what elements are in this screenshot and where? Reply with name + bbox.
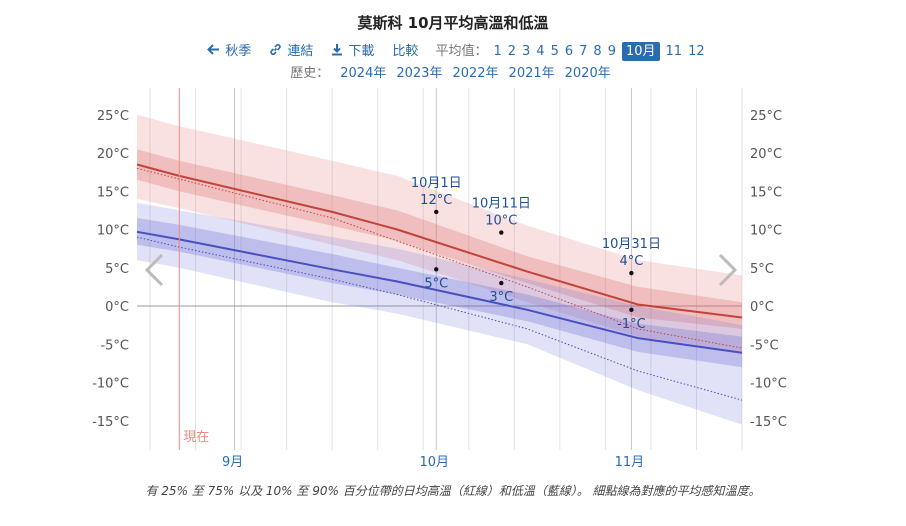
download-label: 下載 — [348, 44, 375, 59]
annotation-date: 10月1日 — [411, 176, 462, 191]
history-year-link[interactable]: 2023年 — [396, 66, 443, 81]
season-label: 秋季 — [225, 44, 252, 59]
annotation-point — [499, 230, 504, 235]
chart-axes: 25°C 25°C 20°C 20°C 15°C 15°C 10°C 10°C 5°C 5°C 0°… — [92, 109, 787, 470]
y-tick-label-left: 0°C — [105, 300, 129, 315]
history-year-link[interactable]: 2022年 — [452, 66, 499, 81]
y-tick-label-left: 20°C — [97, 147, 129, 162]
month-link-5[interactable]: 5 — [550, 44, 559, 59]
month-link-3[interactable]: 3 — [522, 44, 531, 59]
annotation-value: 3°C — [489, 290, 513, 305]
chart-lines: 現在 — [136, 88, 743, 450]
nav-row: 秋季 連結 下載 比較 平均值： 1 2 3 4 5 6 7 8 9 10月 11 12 — [0, 40, 906, 61]
y-tick-label-right: 20°C — [750, 147, 782, 162]
month-label: 11月 — [615, 455, 645, 470]
y-tick-label-left: 15°C — [97, 185, 129, 200]
annotation-value: 5°C — [424, 276, 448, 291]
y-tick-label-right: 10°C — [750, 224, 782, 239]
annotation-point — [499, 280, 504, 286]
y-tick-label-left: 10°C — [97, 224, 129, 239]
month-link-7[interactable]: 7 — [579, 44, 588, 59]
chevron-left-icon[interactable] — [144, 253, 164, 287]
prev-arrow-button[interactable] — [144, 253, 164, 287]
month-link-6[interactable]: 6 — [564, 44, 574, 59]
compare-link[interactable]: 比較 — [392, 44, 419, 59]
month-link-10[interactable]: 10月 — [621, 42, 660, 61]
band-25-75 — [137, 218, 742, 368]
chevron-right-icon[interactable] — [718, 253, 738, 287]
band-25-75 — [137, 149, 742, 329]
month-link-4[interactable]: 4 — [536, 44, 545, 59]
history-label: 歷史： — [290, 66, 330, 81]
chart-caption: 有 25% 至 75% 以及 10% 至 90% 百分位帶的日均高溫（紅線）和低… — [145, 484, 761, 498]
y-tick-label-right: 5°C — [750, 262, 774, 277]
download-button[interactable]: 下載 — [331, 40, 374, 59]
y-tick-label-right: -5°C — [750, 338, 779, 353]
month-link-12[interactable]: 12 — [688, 44, 705, 59]
y-tick-label-right: -15°C — [750, 415, 787, 430]
month-label: 10月 — [419, 455, 449, 470]
year-list: 2024年 2023年 2022年 2021年 2020年 — [335, 62, 615, 81]
annotation-point — [434, 209, 439, 215]
chart-bands — [137, 114, 742, 425]
history-year-link[interactable]: 2021年 — [508, 66, 555, 81]
annotation-value: -1°C — [617, 317, 646, 332]
feels-like-line — [136, 167, 743, 349]
annotation-value: 4°C — [619, 254, 643, 269]
month-link-11[interactable]: 11 — [665, 44, 683, 59]
next-arrow-button[interactable] — [718, 253, 738, 287]
arrow-left-icon — [207, 44, 220, 55]
month-link-2[interactable]: 2 — [507, 44, 517, 59]
annotation-value: 12°C — [420, 193, 452, 208]
y-tick-label-left: -10°C — [92, 377, 129, 392]
season-link[interactable]: 秋季 — [207, 40, 251, 59]
download-icon — [332, 44, 343, 56]
annotation-date: 10月31日 — [602, 237, 661, 252]
y-tick-label-left: 25°C — [97, 109, 129, 124]
chart-title: 莫斯科 10月平均高溫和低溫 — [357, 14, 549, 32]
band-10-90 — [137, 202, 742, 425]
history-row: 歷史： 2024年 2023年 2022年 2021年 2020年 — [0, 62, 906, 81]
month-link-9[interactable]: 9 — [607, 44, 616, 59]
annotation-date: 10月11日 — [472, 197, 531, 212]
y-tick-label-right: -10°C — [750, 377, 787, 392]
month-label: 9月 — [222, 455, 243, 470]
y-tick-label-left: 5°C — [105, 262, 129, 277]
y-tick-label-right: 25°C — [750, 109, 782, 124]
link-label: 連結 — [287, 44, 314, 59]
band-10-90 — [137, 114, 742, 352]
annotation-point — [629, 270, 634, 276]
link-icon — [270, 44, 282, 55]
y-tick-label-right: 15°C — [750, 185, 782, 200]
month-link-1[interactable]: 1 — [493, 44, 502, 59]
annotation-point — [434, 267, 439, 272]
y-tick-label-left: -5°C — [100, 338, 129, 353]
history-year-link[interactable]: 2020年 — [564, 66, 611, 81]
annotation-point — [629, 307, 634, 313]
y-tick-label-left: -15°C — [92, 415, 129, 430]
temperature-chart: 現在 10月1日 12°C 10月11日 10°C 10月31日 4°C 5°C 3°C -1°… — [92, 88, 787, 470]
annotation-value: 10°C — [485, 214, 517, 229]
history-year-link[interactable]: 2024年 — [340, 66, 387, 81]
link-button[interactable]: 連結 — [269, 40, 313, 59]
avg-label: 平均值： — [435, 44, 488, 59]
chart-grid — [137, 88, 743, 450]
month-link-8[interactable]: 8 — [593, 44, 602, 59]
chart-annotations: 10月1日 12°C 10月11日 10°C 10月31日 4°C 5°C 3°C -1°C — [411, 176, 661, 332]
now-label: 現在 — [183, 430, 209, 445]
month-list: 1 2 3 4 5 6 7 8 9 10月 11 12 — [490, 40, 707, 61]
y-tick-label-right: 0°C — [750, 300, 774, 315]
